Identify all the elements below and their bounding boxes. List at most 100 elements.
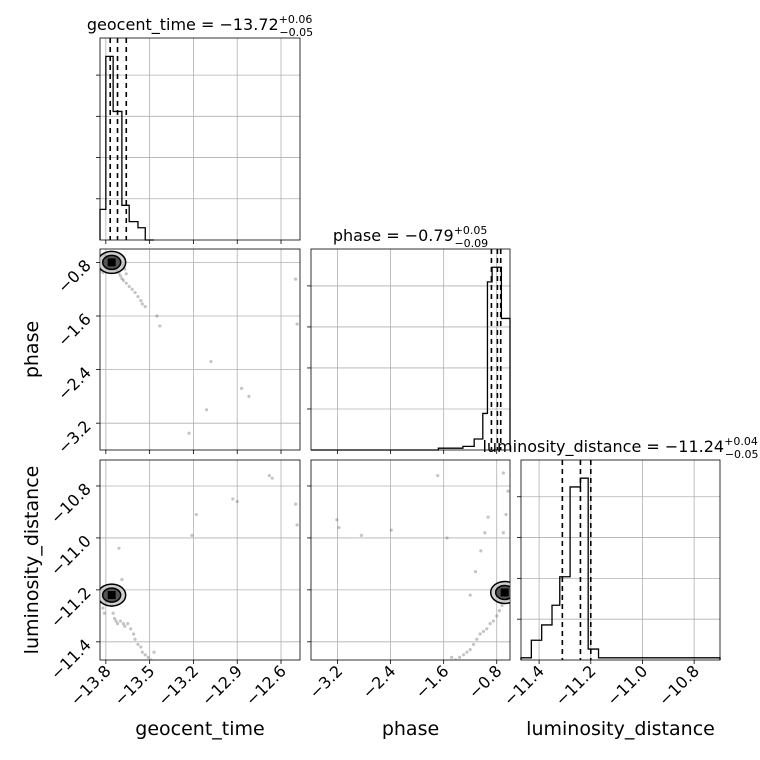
x-axis-label-phase: phase bbox=[382, 718, 439, 740]
scatter-point bbox=[294, 502, 298, 506]
title-main: phase = −0.79 bbox=[333, 226, 454, 245]
y-tick-label: −10.8 bbox=[47, 479, 95, 527]
scatter-point bbox=[120, 577, 124, 582]
x-tick-label: −2.4 bbox=[359, 661, 400, 702]
scatter-point bbox=[235, 499, 239, 504]
scatter-point bbox=[445, 536, 449, 540]
scatter-point bbox=[114, 619, 118, 623]
scatter-point bbox=[486, 515, 490, 519]
axes-frame bbox=[99, 37, 301, 241]
y-tick-label: −2.4 bbox=[54, 363, 95, 404]
x-tick-label: −11.4 bbox=[500, 661, 548, 709]
scatter-points bbox=[100, 250, 299, 435]
scatter-point bbox=[500, 603, 504, 608]
title-plus: +0.04 bbox=[724, 435, 758, 448]
scatter-point bbox=[115, 622, 120, 626]
y-tick-label: −0.8 bbox=[54, 256, 95, 297]
scatter-point bbox=[461, 653, 466, 657]
scatter-point bbox=[139, 645, 143, 649]
gridlines bbox=[311, 460, 510, 660]
y-tick-label: −3.2 bbox=[54, 417, 95, 458]
scatter-point bbox=[140, 302, 144, 306]
x-tick-label: −11.0 bbox=[603, 661, 651, 709]
scatter-point bbox=[295, 523, 299, 527]
density-peak bbox=[500, 588, 509, 597]
scatter-point bbox=[506, 489, 510, 493]
axes-frame bbox=[310, 248, 511, 451]
panel-geocent_time-vs-geocent_time bbox=[96, 37, 301, 244]
x-tick-label: −1.6 bbox=[412, 661, 453, 702]
title-minus: −0.05 bbox=[279, 26, 313, 39]
scatter-point bbox=[294, 277, 298, 281]
scatter-point bbox=[454, 658, 458, 660]
scatter-points bbox=[335, 471, 510, 660]
scatter-point bbox=[133, 637, 137, 641]
scatter-point bbox=[468, 648, 472, 652]
scatter-point bbox=[124, 281, 128, 285]
gridlines bbox=[100, 38, 300, 240]
scatter-point bbox=[209, 359, 213, 364]
scatter-point bbox=[136, 642, 140, 647]
scatter-point bbox=[127, 284, 131, 289]
scatter-point bbox=[136, 294, 140, 299]
scatter-point bbox=[130, 287, 134, 291]
scatter-point bbox=[131, 632, 136, 636]
scatter-point bbox=[158, 324, 162, 328]
scatter-point bbox=[497, 609, 501, 613]
scatter-point bbox=[140, 650, 144, 654]
x-tick-label: −13.2 bbox=[154, 661, 202, 709]
scatter-point bbox=[501, 471, 505, 475]
scatter-point bbox=[501, 531, 505, 535]
scatter-point bbox=[335, 518, 339, 522]
scatter-point bbox=[124, 272, 128, 276]
scatter-point bbox=[473, 570, 478, 574]
scatter-point bbox=[231, 497, 235, 501]
x-tick-label: −12.9 bbox=[198, 661, 246, 709]
axes-frame bbox=[310, 459, 511, 661]
scatter-point bbox=[465, 650, 469, 654]
scatter-point bbox=[436, 473, 440, 478]
histogram-geocent_time bbox=[99, 55, 155, 241]
x-tick-label: −11.2 bbox=[552, 661, 600, 709]
x-tick-label: −10.8 bbox=[655, 661, 703, 709]
scatter-point bbox=[187, 431, 191, 435]
gridlines bbox=[311, 249, 510, 450]
scatter-point bbox=[204, 408, 209, 412]
gridlines bbox=[100, 249, 300, 450]
title-minus: −0.05 bbox=[725, 448, 759, 461]
density-peak bbox=[107, 258, 116, 267]
scatter-point bbox=[117, 546, 121, 550]
scatter-point bbox=[475, 637, 479, 641]
x-tick-label: −3.2 bbox=[305, 661, 346, 702]
axes-frame bbox=[99, 459, 301, 661]
x-axis-label-geocent_time: geocent_time bbox=[135, 718, 264, 740]
scatter-point bbox=[270, 476, 274, 480]
scatter-point bbox=[267, 473, 271, 478]
panel-luminosity_distance-vs-geocent_time bbox=[96, 459, 301, 664]
scatter-point bbox=[139, 298, 143, 303]
histogram-luminosity_distance bbox=[520, 477, 721, 660]
panel-title-geocent_time: geocent_time = −13.72+0.06 −0.05 bbox=[87, 13, 313, 39]
scatter-point bbox=[121, 622, 125, 626]
x-axis-label-luminosity_distance: luminosity_distance bbox=[526, 718, 715, 740]
panel-title-luminosity_distance: luminosity_distance = −11.24+0.04 −0.05 bbox=[482, 435, 758, 461]
scatter-point bbox=[146, 655, 150, 660]
panel-phase-vs-phase bbox=[307, 248, 511, 454]
panel-luminosity_distance-vs-luminosity_distance bbox=[517, 459, 721, 664]
scatter-point bbox=[495, 614, 499, 618]
scatter-point bbox=[123, 624, 127, 628]
scatter-point bbox=[488, 622, 492, 626]
scatter-point bbox=[457, 655, 462, 660]
scatter-point bbox=[450, 655, 454, 660]
title-main: luminosity_distance = −11.24 bbox=[482, 437, 724, 457]
scatter-point bbox=[118, 619, 123, 623]
scatter-point bbox=[112, 616, 117, 621]
scatter-point bbox=[152, 650, 156, 654]
scatter-point bbox=[102, 611, 106, 615]
scatter-point bbox=[101, 606, 105, 610]
panel-luminosity_distance-vs-phase bbox=[307, 459, 511, 664]
y-axis-label-phase: phase bbox=[21, 321, 43, 378]
scatter-point bbox=[468, 593, 472, 597]
title-minus: −0.09 bbox=[454, 237, 488, 250]
